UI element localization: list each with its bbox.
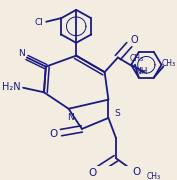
Text: O: O (133, 167, 141, 177)
Text: H₂N: H₂N (2, 82, 21, 92)
Text: O: O (49, 129, 58, 138)
Text: O: O (88, 168, 96, 178)
Text: N: N (67, 112, 74, 122)
Text: Cl: Cl (34, 18, 43, 27)
Text: CH₃: CH₃ (147, 172, 161, 180)
Text: N: N (18, 49, 25, 58)
Text: NH: NH (134, 67, 147, 76)
Text: CH₃: CH₃ (162, 59, 176, 68)
Text: CH₃: CH₃ (130, 54, 144, 63)
Text: O: O (130, 35, 138, 45)
Text: S: S (114, 109, 120, 118)
